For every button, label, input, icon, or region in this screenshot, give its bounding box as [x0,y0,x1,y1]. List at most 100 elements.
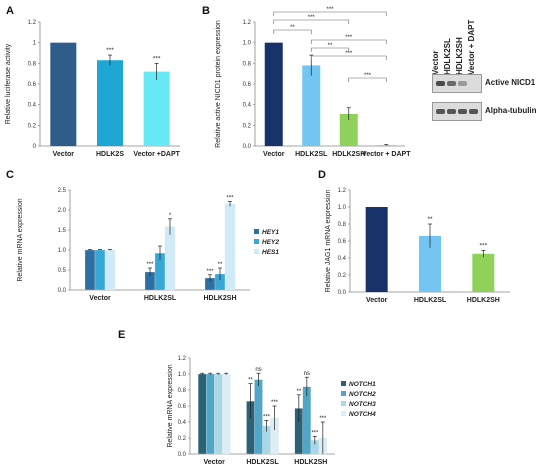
bar [222,373,231,455]
legend-swatch [341,411,346,416]
blot-lane-label: Vector + DAPT [467,19,476,75]
significance-label: *** [480,242,488,249]
x-tick-label: Vector [263,151,285,158]
legend-swatch [341,391,346,396]
significance-label: ** [427,216,433,223]
y-tick-label: 0.5 [58,268,67,274]
blot-band [447,81,456,86]
panel-letter: B [202,5,210,17]
y-tick-label: 0.2 [178,436,187,442]
comparison-bracket [310,39,387,44]
significance-label: *** [263,414,271,420]
legend-label: NOTCH4 [349,411,376,418]
significance-label: ns [304,371,310,377]
y-axis-label: Relative mRNA expression [167,364,174,447]
significance-label: *** [311,430,319,436]
x-tick-label: Vector [366,297,388,304]
significance-label: ** [290,25,295,31]
significance-label: ns [255,367,261,373]
significance-label: ** [296,389,301,395]
legend-label: HES1 [262,249,279,256]
comparison-bracket [273,11,387,16]
bar [254,379,263,455]
significance-label: *** [153,55,161,62]
bar [84,249,96,291]
y-tick-label: 1.2 [338,188,347,194]
comparison-bracket [273,19,350,24]
y-tick-label: 1.5 [58,228,67,234]
legend-swatch [341,401,346,406]
x-tick-label: HDLK2SH [294,459,327,466]
y-tick-label: 0.8 [178,388,187,394]
y-tick-label: 0.6 [338,239,347,245]
blot-lane-label: Vector [431,50,440,75]
blot-band [469,109,478,114]
bar [50,42,77,146]
blot-row-label: Alpha-tubulin [485,106,537,115]
blot-band [458,81,467,86]
significance-label: *** [364,73,372,79]
comparison-bracket [310,47,350,52]
x-tick-label: Vector + DAPT [362,151,411,158]
blot-band [447,109,456,114]
significance-label: * [169,213,172,219]
comparison-bracket [273,29,312,34]
blot-lane-label: HDLK2SL [443,38,452,75]
legend-label: NOTCH2 [349,391,376,398]
bar [143,71,170,146]
x-tick-label: HDLK2SL [414,297,447,304]
bar [164,226,176,291]
y-tick-label: 0.4 [338,256,347,262]
bar [365,207,388,292]
panel-letter: C [6,169,14,181]
significance-label: ** [328,43,333,49]
blot-tubulin-strip [432,102,482,121]
legend-label: NOTCH3 [349,401,376,408]
y-tick-label: 1.2 [243,20,252,26]
y-tick-label: 1.0 [178,372,187,378]
significance-label: *** [271,400,279,406]
bar [97,60,123,146]
y-tick-label: 0.6 [178,404,187,410]
x-tick-label: HDLK2S [96,151,124,158]
y-tick-label: 0.0 [178,452,187,458]
comparison-bracket [348,77,387,82]
x-tick-label: Vector [89,295,111,302]
significance-label: *** [345,51,353,57]
y-tick-label: 0.0 [338,290,347,296]
bar [419,235,441,292]
y-tick-label: 0.8 [338,222,347,228]
bar [472,253,495,292]
blot-band [458,109,467,114]
bar [224,203,236,291]
y-tick-label: 0.8 [243,61,252,67]
significance-label: *** [326,7,334,13]
x-tick-label: HDLK2SL [295,151,328,158]
y-tick-label: 0.4 [28,103,37,109]
x-tick-label: Vector [53,151,75,158]
significance-label: *** [308,15,316,21]
y-axis-label: Relative mRNA expression [17,198,24,281]
legend-swatch [254,229,259,234]
bar [214,373,223,455]
y-tick-label: 0.6 [28,82,37,88]
blot-band [436,81,445,86]
y-tick-label: 1.0 [338,205,347,211]
y-tick-label: 0.8 [28,61,37,67]
panel-letter: A [6,5,14,17]
y-axis-label: Relative active NICD1 protein expression [215,20,222,148]
significance-label: *** [146,262,154,268]
bar [302,386,311,455]
western-blot: Vector HDLK2SL HDLK2SH Vector + DAPT Act… [430,12,550,132]
legend-swatch [254,249,259,254]
significance-label: ** [218,262,223,268]
legend-swatch [254,239,259,244]
significance-label: ** [248,378,253,384]
bar [198,373,207,455]
y-tick-label: 1 [33,41,37,47]
blot-nicd1-strip [432,74,482,93]
y-tick-label: 0 [33,144,37,150]
y-tick-label: 1.2 [178,356,187,362]
blot-row-label: Active NICD1 [485,78,536,87]
